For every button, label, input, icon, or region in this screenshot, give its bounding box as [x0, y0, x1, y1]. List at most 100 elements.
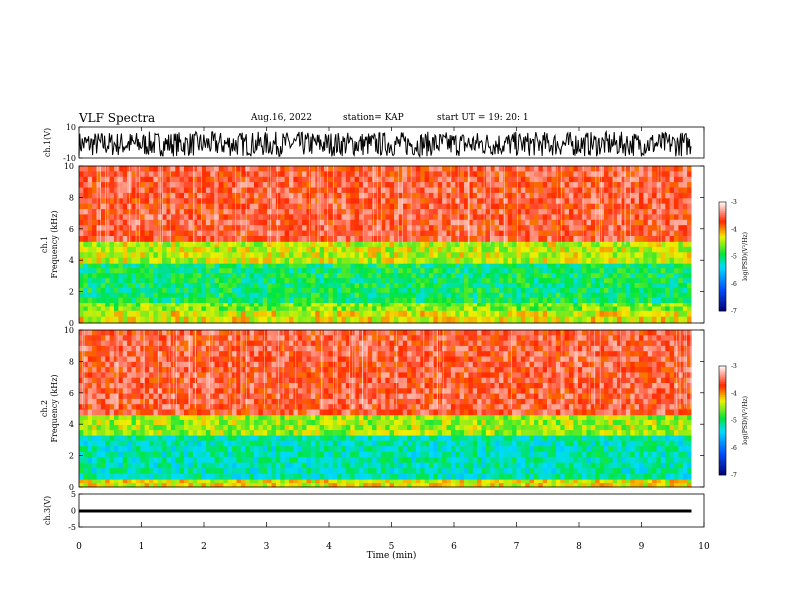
- spectrogram-cell: [669, 292, 675, 299]
- spectrogram-cell: [201, 192, 207, 199]
- spectrogram-cell: [144, 252, 150, 259]
- spectrogram-cell: [289, 302, 294, 307]
- spectrogram-cell: [621, 209, 627, 215]
- spectrogram-cell: [197, 278, 202, 284]
- spectrogram-cell: [446, 302, 452, 307]
- spectrogram-cell: [660, 203, 666, 210]
- spectrogram-cell: [547, 440, 552, 447]
- spectrogram-cell: [345, 306, 351, 311]
- spectrogram-cell: [105, 479, 111, 484]
- spectrogram-cell: [442, 171, 447, 178]
- spectrogram-cell: [302, 292, 307, 299]
- spectrogram-cell: [275, 283, 281, 289]
- spectrogram-cell: [258, 306, 264, 311]
- spectrogram-cell: [411, 435, 417, 442]
- spectrogram-cell: [109, 182, 115, 188]
- spectrogram-cell: [494, 187, 500, 194]
- spectrogram-cell: [411, 203, 417, 210]
- spectrogram-cell: [153, 225, 159, 231]
- spectrogram-cell: [459, 292, 465, 299]
- spectrogram-cell: [175, 306, 181, 311]
- spectrogram-cell: [595, 225, 601, 231]
- spectrogram-cell: [608, 310, 614, 318]
- spectrogram-cell: [450, 268, 456, 274]
- spectrogram-cell: [79, 182, 84, 188]
- spectrogram-cell: [166, 306, 172, 311]
- spectrogram-cell: [170, 219, 176, 226]
- spectrogram-cell: [87, 187, 93, 194]
- spectrogram-cell: [350, 225, 356, 231]
- spectrogram-cell: [437, 171, 443, 178]
- spectrogram-cell: [442, 252, 447, 259]
- spectrogram-cell: [232, 306, 237, 311]
- spectrogram-cell: [420, 176, 426, 183]
- spectrogram-cell: [372, 287, 377, 294]
- spectrogram-cell: [354, 192, 360, 199]
- spectrogram-cell: [232, 182, 237, 188]
- spectrogram-cell: [118, 209, 124, 215]
- spectrogram-cell: [494, 483, 500, 488]
- spectrogram-cell: [310, 252, 316, 259]
- spectrogram-cell: [79, 219, 84, 226]
- spectrogram-cell: [144, 316, 150, 324]
- spectrogram-cell: [249, 219, 255, 226]
- spectrogram-cell: [118, 214, 124, 221]
- spectrogram-cell: [306, 214, 312, 221]
- spectrogram-cell: [192, 483, 198, 488]
- spectrogram-cell: [310, 209, 316, 215]
- spectrogram-cell: [350, 435, 356, 442]
- spectrogram-cell: [630, 230, 636, 237]
- spectrogram-cell: [114, 446, 119, 453]
- spectrogram-cell: [643, 219, 649, 226]
- spectrogram-cell: [472, 219, 478, 226]
- spectrogram-cell: [468, 192, 474, 199]
- spectrogram-cell: [389, 435, 395, 442]
- spectrogram-cell: [420, 268, 426, 274]
- spectrogram-cell: [131, 446, 137, 453]
- spectrogram-cell: [665, 273, 671, 279]
- spectrogram-cell: [389, 479, 395, 484]
- spectrogram-cell: [162, 302, 167, 307]
- spectrogram-cell: [529, 198, 535, 205]
- spectrogram-cell: [429, 236, 434, 242]
- colorbar-swatch: [719, 258, 726, 261]
- spectrogram-cell: [678, 283, 684, 289]
- spectrogram-cell: [302, 297, 307, 303]
- spectrogram-cell: [144, 483, 150, 488]
- spectrogram-cell: [140, 292, 146, 299]
- spectrogram-cell: [227, 203, 233, 210]
- spectrogram-cell: [394, 479, 399, 484]
- spectrogram-cell: [289, 246, 294, 253]
- spectrogram-cell: [429, 310, 434, 318]
- spectrogram-cell: [376, 192, 382, 199]
- spectrogram-cell: [394, 182, 399, 188]
- spectrogram-cell: [227, 479, 233, 484]
- spectrogram-cell: [674, 219, 679, 226]
- spectrogram-cell: [612, 292, 618, 299]
- spectrogram-cell: [262, 440, 268, 447]
- spectrogram-cell: [411, 236, 417, 242]
- spectrogram-cell: [219, 166, 224, 172]
- spectrogram-cell: [639, 479, 644, 484]
- spectrogram-cell: [92, 257, 97, 264]
- spectrogram-cell: [219, 446, 224, 453]
- spectrogram-cell: [153, 283, 159, 289]
- spectrogram-cell: [599, 440, 605, 447]
- spectrogram-cell: [245, 166, 251, 172]
- spectrogram-cell: [678, 214, 684, 221]
- spectrogram-cell: [385, 283, 391, 289]
- spectrogram-cell: [525, 306, 531, 311]
- spectrogram-cell: [529, 479, 535, 484]
- spectrogram-cell: [157, 219, 163, 226]
- spectrogram-cell: [258, 246, 264, 253]
- spectrogram-cell: [96, 446, 102, 453]
- spectrogram-cell: [376, 263, 382, 269]
- spectrogram-cell: [302, 278, 307, 284]
- spectrogram-cell: [354, 316, 360, 324]
- spectrogram-cell: [612, 225, 618, 231]
- spectrogram-cell: [105, 446, 111, 453]
- spectrogram-cell: [617, 316, 622, 324]
- spectrogram-cell: [577, 263, 583, 269]
- spectrogram-cell: [324, 306, 329, 311]
- spectrogram-cell: [665, 263, 671, 269]
